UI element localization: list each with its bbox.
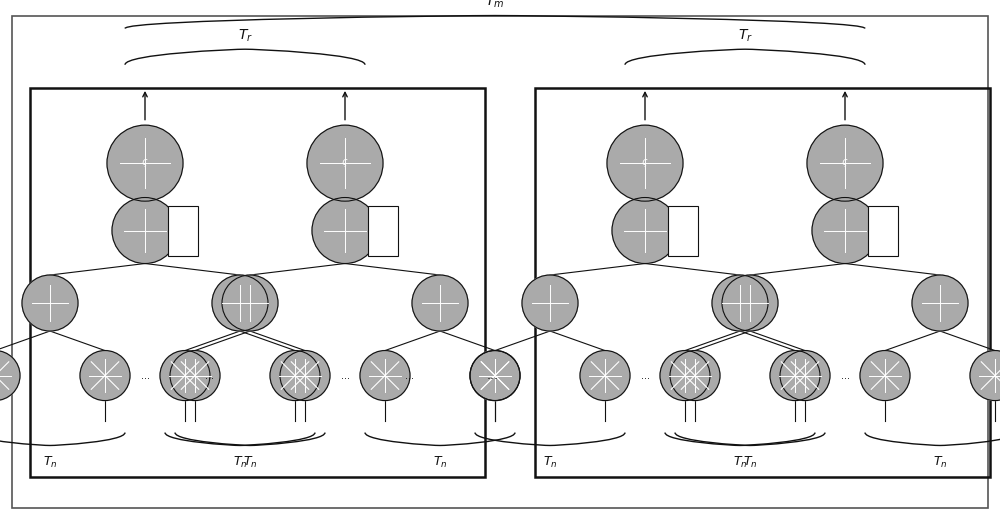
Ellipse shape [280,351,330,400]
Ellipse shape [712,275,768,331]
Text: ...: ... [840,370,850,381]
Text: $T_n$: $T_n$ [933,455,947,470]
Ellipse shape [912,275,968,331]
Ellipse shape [270,351,320,400]
Text: $\varsigma$: $\varsigma$ [641,157,649,169]
Ellipse shape [970,351,1000,400]
Ellipse shape [812,197,878,264]
Ellipse shape [807,125,883,201]
Text: $\varsigma$: $\varsigma$ [341,157,349,169]
Ellipse shape [222,275,278,331]
Ellipse shape [770,351,820,400]
Text: $T_n$: $T_n$ [743,455,757,470]
Text: ...: ... [340,370,350,381]
Ellipse shape [80,351,130,400]
Ellipse shape [607,125,683,201]
Ellipse shape [470,351,520,400]
Ellipse shape [312,197,378,264]
Ellipse shape [160,351,210,400]
Bar [868,206,898,255]
Ellipse shape [522,275,578,331]
Ellipse shape [580,351,630,400]
Ellipse shape [412,275,468,331]
Text: $T_n$: $T_n$ [243,455,257,470]
Ellipse shape [470,351,520,400]
Text: ...: ... [406,370,415,381]
Text: $T_r$: $T_r$ [238,27,252,44]
Ellipse shape [112,197,178,264]
Text: $\varsigma$: $\varsigma$ [841,157,849,169]
Ellipse shape [722,275,778,331]
Ellipse shape [212,275,268,331]
Ellipse shape [660,351,710,400]
Text: $T_n$: $T_n$ [233,455,247,470]
Text: $T_n$: $T_n$ [43,455,57,470]
Ellipse shape [170,351,220,400]
Ellipse shape [0,351,20,400]
Text: $T_r$: $T_r$ [738,27,752,44]
Bar [168,206,198,255]
Bar [30,88,485,477]
Text: $\varsigma$: $\varsigma$ [141,157,149,169]
Ellipse shape [780,351,830,400]
Text: $T_m$: $T_m$ [485,0,505,10]
Text: ...: ... [206,370,214,381]
Ellipse shape [860,351,910,400]
Bar [668,206,698,255]
Bar [368,206,398,255]
Ellipse shape [307,125,383,201]
Text: $T_n$: $T_n$ [543,455,557,470]
Ellipse shape [22,275,78,331]
Ellipse shape [107,125,183,201]
Bar [535,88,990,477]
Ellipse shape [670,351,720,400]
Ellipse shape [612,197,678,264]
Text: $T_n$: $T_n$ [433,455,447,470]
Text: ...: ... [140,370,150,381]
Text: ...: ... [640,370,650,381]
Text: ...: ... [487,369,499,382]
Text: $T_n$: $T_n$ [733,455,747,470]
Ellipse shape [360,351,410,400]
